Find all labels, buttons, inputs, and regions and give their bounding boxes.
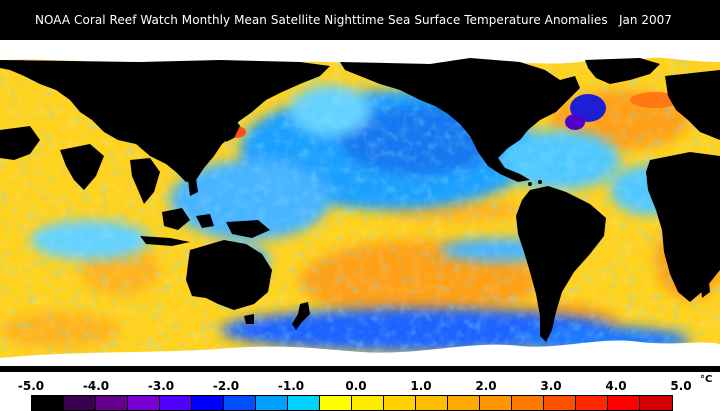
- legend-swatch: [64, 396, 96, 410]
- java: [140, 236, 190, 246]
- legend-tick-label: -3.0: [147, 379, 175, 393]
- legend-swatch: [512, 396, 544, 410]
- borneo: [162, 208, 190, 230]
- legend-tick-label: -4.0: [82, 379, 110, 393]
- legend-swatch: [480, 396, 512, 410]
- legend-tick-label: -2.0: [212, 379, 240, 393]
- legend-swatch: [608, 396, 640, 410]
- legend-tick-label: 0.0: [345, 379, 367, 393]
- legend-tick-label: -1.0: [277, 379, 305, 393]
- new-guinea: [226, 220, 270, 238]
- legend-tick-label: 4.0: [605, 379, 627, 393]
- page-title: NOAA Coral Reef Watch Monthly Mean Satel…: [35, 13, 608, 27]
- indochina: [130, 158, 160, 204]
- legend-swatch: [544, 396, 576, 410]
- eurasia: [0, 60, 330, 182]
- legend-tick-label: -5.0: [17, 379, 45, 393]
- title-bar: NOAA Coral Reef Watch Monthly Mean Satel…: [0, 0, 720, 40]
- legend-swatch: [640, 396, 672, 410]
- philippines: [188, 178, 198, 196]
- south-america: [516, 186, 606, 342]
- legend-swatch: [96, 396, 128, 410]
- legend-tick-label: 1.0: [410, 379, 432, 393]
- antarctica-edge: [0, 366, 720, 372]
- legend-swatch: [384, 396, 416, 410]
- legend-swatch: [224, 396, 256, 410]
- legend-tick-label: 3.0: [540, 379, 562, 393]
- north-america: [340, 58, 580, 182]
- legend-swatch: [256, 396, 288, 410]
- color-legend: -5.0 -4.0 -3.0 -2.0 -1.0 0.0 1.0 2.0 3.0…: [0, 372, 720, 411]
- sulawesi: [196, 214, 214, 228]
- madagascar: [700, 272, 710, 298]
- legend-swatch: [192, 396, 224, 410]
- new-zealand: [292, 302, 310, 330]
- land-masses: [0, 58, 720, 372]
- europe: [665, 70, 720, 140]
- legend-tick-label: 5.0: [670, 379, 692, 393]
- legend-swatch: [160, 396, 192, 410]
- legend-swatch: [576, 396, 608, 410]
- legend-unit-label: °C: [700, 374, 713, 385]
- legend-swatch: [32, 396, 64, 410]
- legend-swatch: [128, 396, 160, 410]
- greenland: [585, 58, 660, 84]
- legend-swatch: [448, 396, 480, 410]
- legend-swatch: [320, 396, 352, 410]
- india: [60, 144, 104, 190]
- australia: [186, 240, 272, 310]
- legend-swatch: [352, 396, 384, 410]
- legend-colorbar: [31, 395, 673, 411]
- arabia: [0, 126, 40, 160]
- africa: [646, 152, 720, 302]
- tasmania: [244, 314, 254, 324]
- japan: [226, 118, 240, 142]
- legend-swatch: [416, 396, 448, 410]
- hot-spot-ne-atlantic: [630, 92, 680, 108]
- legend-swatch: [288, 396, 320, 410]
- ice-regions: [0, 40, 720, 372]
- cold-spot-gulf-stream: [565, 114, 585, 130]
- sst-anomaly-map: [0, 40, 720, 372]
- legend-tick-label: 2.0: [475, 379, 497, 393]
- world-map: [0, 40, 720, 372]
- date-label: Jan 2007: [619, 13, 672, 27]
